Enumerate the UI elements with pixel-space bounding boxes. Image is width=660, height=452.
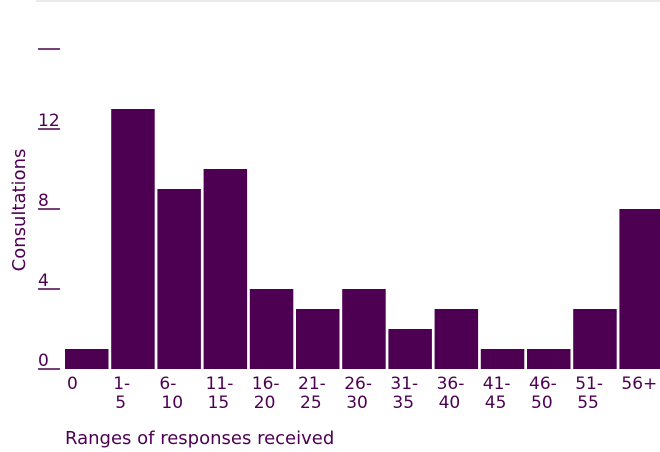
- y-tick-label: 12: [38, 111, 60, 131]
- y-tick-label: 4: [38, 271, 49, 291]
- x-tick-label: 21-25: [298, 374, 326, 413]
- x-tick-label: 36-40: [437, 374, 465, 413]
- bar: [527, 349, 571, 369]
- bar: [249, 289, 294, 369]
- bar: [480, 349, 525, 369]
- bar: [157, 189, 201, 369]
- y-tick-label: 8: [38, 191, 49, 211]
- bars: [65, 109, 660, 369]
- bar: [203, 169, 248, 369]
- x-tick-label: 56+: [621, 374, 657, 394]
- x-tick-label: 51-55: [575, 374, 603, 413]
- y-axis-title: Consultations: [9, 149, 30, 272]
- x-tick-label: 6-10: [159, 374, 183, 413]
- x-axis: 0 1-5 6-10 11-15 16-20 21-25 26-30 31-35 36-40 41…: [67, 374, 657, 413]
- x-tick-label: 31-35: [390, 374, 418, 413]
- bar: [65, 349, 109, 369]
- x-tick-label: 0: [67, 374, 78, 394]
- bar: [296, 309, 340, 369]
- bar: [388, 329, 432, 369]
- x-tick-label: 11-15: [206, 374, 234, 413]
- bar: [434, 309, 479, 369]
- bar: [573, 309, 617, 369]
- x-tick-label: 46-50: [529, 374, 557, 413]
- bar: [619, 209, 660, 369]
- x-tick-label: 1-5: [113, 374, 130, 413]
- bar: [111, 109, 155, 369]
- x-tick-label: 41-45: [483, 374, 511, 413]
- x-axis-title: Ranges of responses received: [65, 428, 334, 449]
- x-tick-label: 16-20: [252, 374, 280, 413]
- y-tick-label: 0: [38, 351, 49, 371]
- x-tick-label: 26-30: [344, 374, 372, 413]
- y-axis: 0 4 8 12: [38, 48, 60, 371]
- bar: [342, 289, 386, 369]
